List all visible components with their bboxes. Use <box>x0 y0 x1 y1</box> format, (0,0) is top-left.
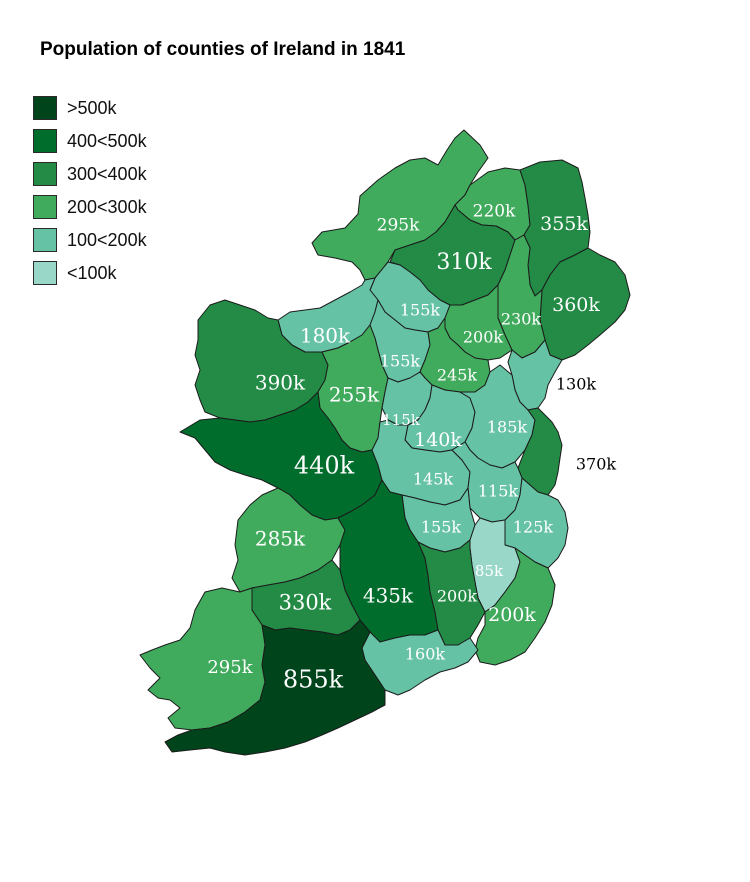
legend-label: <100k <box>67 263 117 283</box>
legend-item-over-500k: >500k <box>33 96 147 129</box>
label-kilkenny: 200k <box>437 587 478 606</box>
county-shapes <box>139 129 631 756</box>
legend-label: 300<400k <box>67 164 147 184</box>
legend-swatch <box>33 96 57 120</box>
legend-label: 100<200k <box>67 230 147 250</box>
label-waterford: 160k <box>405 645 446 664</box>
label-wicklow: 125k <box>513 518 554 537</box>
legend-label: >500k <box>67 98 117 118</box>
county-wexford <box>474 547 556 666</box>
label-offaly: 145k <box>413 470 454 489</box>
county-dublin <box>517 407 563 496</box>
population-labels: 295k 220k 355k 310k 360k 155k 230k 200k … <box>207 202 616 694</box>
label-westmeath: 140k <box>414 429 462 451</box>
label-meath: 185k <box>487 418 528 437</box>
label-leitrim: 155k <box>380 352 421 371</box>
label-tyrone: 310k <box>436 250 492 275</box>
legend-swatch <box>33 195 57 219</box>
legend-label: 400<500k <box>67 131 147 151</box>
county-clare <box>231 487 346 593</box>
county-cork <box>164 619 386 756</box>
label-tipperary: 435k <box>363 584 414 608</box>
label-kerry: 295k <box>207 657 253 678</box>
legend-item-100-200k: 100<200k <box>33 228 147 261</box>
legend-label: 200<300k <box>67 197 147 217</box>
legend-swatch <box>33 228 57 252</box>
legend-swatch <box>33 261 57 285</box>
label-derry: 220k <box>473 202 516 222</box>
label-roscommon: 255k <box>329 383 380 407</box>
county-kerry <box>139 587 276 731</box>
legend-item-300-400k: 300<400k <box>33 162 147 195</box>
legend-item-400-500k: 400<500k <box>33 129 147 162</box>
legend-swatch <box>33 162 57 186</box>
map-title: Population of counties of Ireland in 184… <box>40 39 406 60</box>
legend-item-under-100k: <100k <box>33 261 147 294</box>
legend-swatch <box>33 129 57 153</box>
label-clare: 285k <box>255 527 306 551</box>
label-donegal: 295k <box>377 216 420 236</box>
county-kilkenny <box>417 539 486 646</box>
label-laois: 155k <box>421 518 462 537</box>
label-wexford: 200k <box>488 604 536 626</box>
legend: >500k 400<500k 300<400k 200<300k 100<200… <box>33 96 147 294</box>
label-kildare: 115k <box>478 482 519 501</box>
label-mayo: 390k <box>255 371 306 395</box>
label-sligo: 180k <box>300 324 351 348</box>
label-cork: 855k <box>283 666 344 694</box>
label-limerick: 330k <box>279 591 332 615</box>
label-louth: 130k <box>556 375 597 394</box>
label-carlow: 85k <box>475 562 504 580</box>
label-down: 360k <box>552 294 600 316</box>
label-cavan: 245k <box>437 366 478 385</box>
label-longford: 115k <box>382 411 421 429</box>
label-dublin: 370k <box>576 455 617 474</box>
label-monaghan: 200k <box>463 328 504 347</box>
label-antrim: 355k <box>540 213 588 235</box>
label-armagh: 230k <box>501 310 542 329</box>
legend-item-200-300k: 200<300k <box>33 195 147 228</box>
label-galway: 440k <box>294 452 355 480</box>
label-fermanagh: 155k <box>400 301 441 320</box>
